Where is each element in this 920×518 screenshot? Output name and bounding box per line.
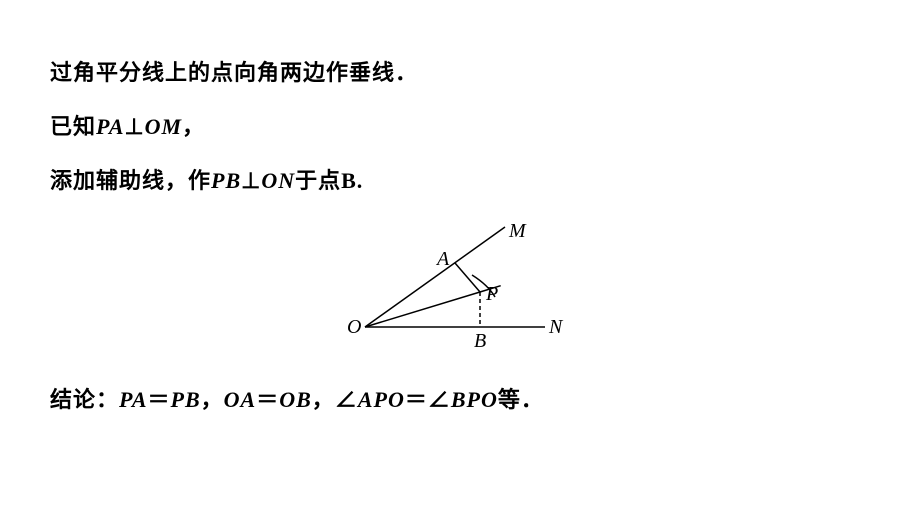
- line-1: 过角平分线上的点向角两边作垂线．: [50, 55, 870, 87]
- concl-eq3: ＝: [405, 387, 428, 412]
- concl-eq1: ＝: [148, 387, 171, 412]
- line2-var2: OM: [145, 114, 182, 139]
- line3-var2: ON: [261, 168, 295, 193]
- concl-angle1: ∠: [335, 387, 358, 412]
- line2-suffix: ，: [182, 114, 205, 139]
- concl-eq2: ＝: [256, 387, 279, 412]
- conclusion-line: 结论：PA＝PB，OA＝OB，∠APO＝∠BPO等．: [50, 382, 870, 414]
- diagram-container: O M N A P B: [50, 217, 870, 367]
- concl-eq3-r: BPO: [451, 387, 498, 412]
- concl-prefix: 结论：: [50, 387, 119, 412]
- concl-suffix: 等．: [498, 387, 544, 412]
- line3-prefix: 添加辅助线，作: [50, 168, 211, 193]
- concl-eq1-l: PA: [119, 387, 147, 412]
- svg-text:P: P: [485, 283, 498, 305]
- diagram-svg: O M N A P B: [345, 217, 575, 362]
- line3-var1: PB: [211, 168, 241, 193]
- concl-sep1: ，: [201, 387, 224, 412]
- svg-text:B: B: [474, 330, 486, 352]
- svg-text:N: N: [548, 316, 564, 338]
- line3-perp: ⊥: [241, 168, 261, 193]
- line-2: 已知PA⊥OM，: [50, 109, 870, 141]
- concl-eq1-r: PB: [171, 387, 201, 412]
- line2-perp: ⊥: [125, 114, 145, 139]
- concl-eq2-r: OB: [279, 387, 312, 412]
- svg-text:O: O: [347, 316, 361, 338]
- line3-suffix: 于点B.: [295, 168, 363, 193]
- line1-text: 过角平分线上的点向角两边作垂线．: [50, 60, 418, 85]
- geometry-diagram: O M N A P B: [345, 217, 575, 367]
- concl-eq2-l: OA: [224, 387, 257, 412]
- line2-prefix: 已知: [50, 114, 96, 139]
- line2-var1: PA: [96, 114, 124, 139]
- concl-eq3-l: APO: [358, 387, 405, 412]
- svg-text:M: M: [508, 220, 527, 242]
- concl-sep2: ，: [312, 387, 335, 412]
- svg-text:A: A: [435, 248, 450, 270]
- concl-angle2: ∠: [428, 387, 451, 412]
- line-3: 添加辅助线，作PB⊥ON于点B.: [50, 163, 870, 195]
